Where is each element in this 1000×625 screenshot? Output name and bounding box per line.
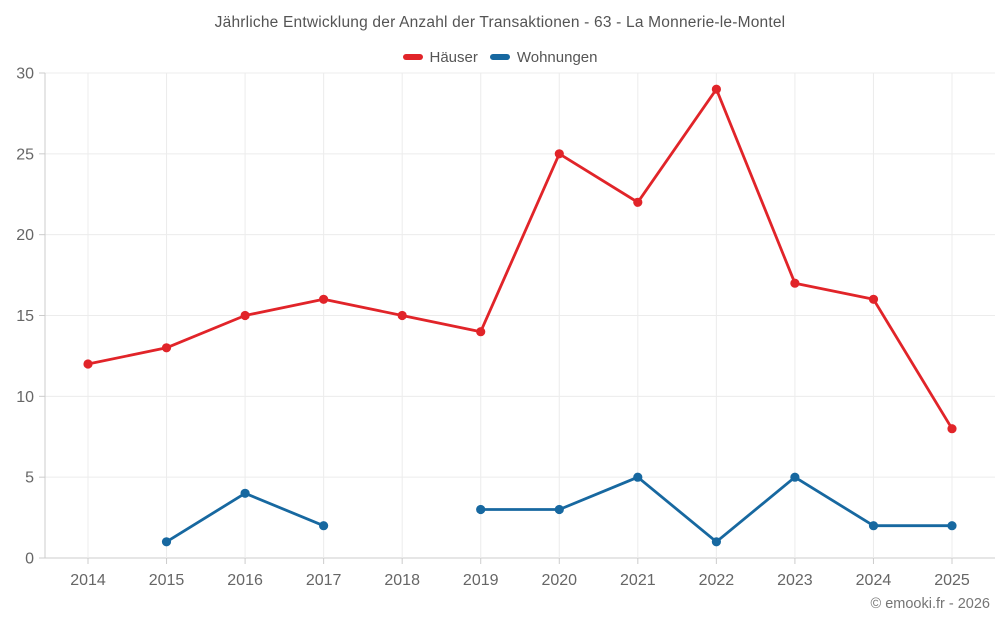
y-tick-label: 10 (16, 389, 34, 406)
data-point-wohnungen[interactable] (790, 472, 800, 482)
legend-item-wohnungen[interactable]: Wohnungen (489, 48, 598, 66)
x-tick-label: 2014 (70, 572, 106, 589)
x-tick-label: 2024 (856, 572, 892, 589)
data-point-wohnungen[interactable] (161, 537, 172, 547)
x-tick-label: 2021 (620, 572, 656, 589)
legend-item-haeuser[interactable]: Häuser (402, 48, 478, 66)
data-point-haeuser[interactable] (83, 359, 93, 369)
chart-title: Jährliche Entwicklung der Anzahl der Tra… (214, 14, 786, 31)
x-tick-label: 2020 (541, 572, 577, 589)
data-point-wohnungen[interactable] (633, 472, 643, 482)
haeuser-legend-label: Häuser (429, 48, 478, 66)
haeuser-legend-swatch (402, 54, 423, 60)
chart-legend: Häuser Wohnungen (0, 47, 1000, 67)
data-point-haeuser[interactable] (161, 343, 172, 353)
data-point-haeuser[interactable] (633, 197, 643, 207)
y-tick-label: 30 (16, 66, 34, 83)
data-point-haeuser[interactable] (711, 84, 722, 94)
data-point-wohnungen[interactable] (554, 504, 564, 515)
data-point-haeuser[interactable] (790, 278, 800, 288)
x-tick-label: 2022 (699, 572, 735, 589)
y-tick-label: 20 (16, 227, 34, 244)
data-point-wohnungen[interactable] (947, 521, 957, 531)
data-point-haeuser[interactable] (240, 310, 250, 321)
data-point-wohnungen[interactable] (319, 521, 329, 531)
y-tick-label: 0 (25, 551, 34, 568)
y-tick-label: 15 (16, 308, 34, 325)
copyright-credit: © emooki.fr - 2026 (870, 596, 990, 612)
wohnungen-legend-label: Wohnungen (516, 48, 598, 66)
x-tick-label: 2023 (777, 572, 813, 589)
data-point-wohnungen[interactable] (240, 488, 250, 498)
x-tick-label: 2017 (306, 572, 342, 589)
x-tick-label: 2019 (463, 572, 499, 589)
data-point-haeuser[interactable] (947, 424, 957, 434)
data-point-haeuser[interactable] (397, 310, 407, 321)
series-line-haeuser (86, 87, 954, 431)
data-point-haeuser[interactable] (476, 327, 486, 337)
wohnungen-legend-swatch (489, 54, 510, 60)
data-point-wohnungen[interactable] (476, 504, 486, 515)
y-tick-label: 5 (25, 470, 34, 487)
x-tick-label: 2015 (149, 572, 185, 589)
data-point-wohnungen[interactable] (868, 521, 879, 531)
y-tick-label: 25 (16, 146, 34, 163)
data-point-haeuser[interactable] (319, 294, 329, 304)
x-tick-label: 2016 (227, 572, 263, 589)
data-point-haeuser[interactable] (868, 294, 879, 304)
data-point-wohnungen[interactable] (711, 537, 722, 547)
x-tick-label: 2025 (934, 572, 970, 589)
x-tick-label: 2018 (384, 572, 420, 589)
data-point-haeuser[interactable] (554, 149, 564, 159)
